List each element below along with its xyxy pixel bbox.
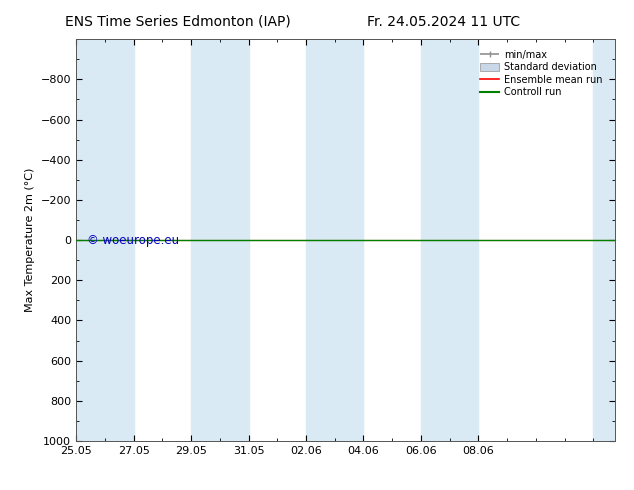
Text: © woeurope.eu: © woeurope.eu — [87, 234, 179, 246]
Legend: min/max, Standard deviation, Ensemble mean run, Controll run: min/max, Standard deviation, Ensemble me… — [478, 48, 605, 99]
Bar — [191, 39, 249, 441]
Bar — [593, 39, 634, 441]
Text: ENS Time Series Edmonton (IAP): ENS Time Series Edmonton (IAP) — [65, 15, 290, 29]
Bar — [76, 39, 134, 441]
Y-axis label: Max Temperature 2m (°C): Max Temperature 2m (°C) — [25, 168, 35, 312]
Bar — [421, 39, 479, 441]
Text: Fr. 24.05.2024 11 UTC: Fr. 24.05.2024 11 UTC — [367, 15, 521, 29]
Bar — [306, 39, 363, 441]
